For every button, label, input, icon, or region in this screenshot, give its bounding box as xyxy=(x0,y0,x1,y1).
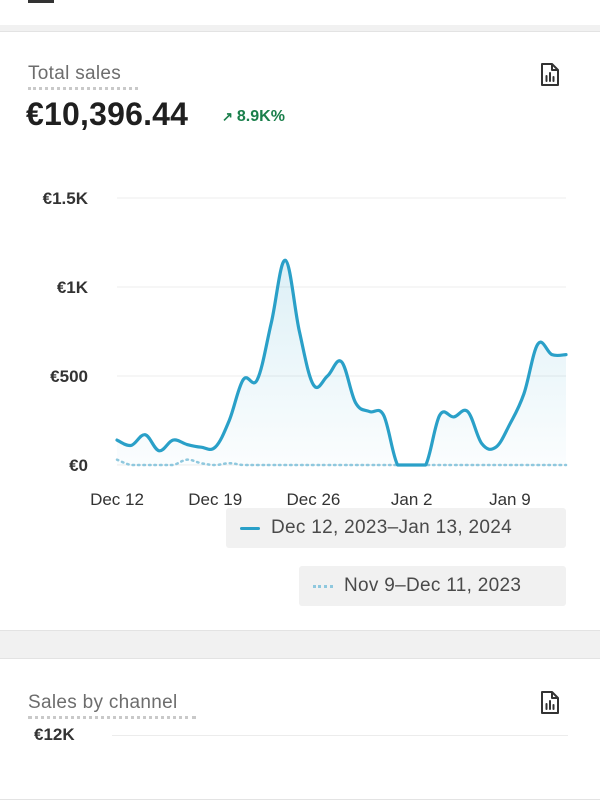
series-line-previous xyxy=(115,458,568,467)
legend-item-current[interactable]: Dec 12, 2023–Jan 13, 2024 xyxy=(226,508,566,548)
arrow-up-right-icon: ↗ xyxy=(222,109,233,124)
legend-dotted-swatch xyxy=(313,584,333,588)
total-sales-card: Total sales €10,396.44 ↗ 8.9K% €0 €500 €1K €… xyxy=(0,31,600,631)
title-underline xyxy=(28,87,138,90)
x-tick-label: Jan 2 xyxy=(391,490,433,509)
change-badge: ↗ 8.9K% xyxy=(222,108,285,126)
x-tick-label: Dec 26 xyxy=(287,490,341,509)
series-line-current xyxy=(115,258,568,467)
sales-by-channel-card: Sales by channel €12K xyxy=(0,658,600,800)
top-bar-stub xyxy=(0,0,600,25)
gridline xyxy=(112,735,568,736)
report-icon[interactable] xyxy=(538,690,562,716)
y-tick-label: €12K xyxy=(34,725,75,744)
change-percent: 8.9K% xyxy=(236,108,285,125)
legend-label-previous: Nov 9–Dec 11, 2023 xyxy=(344,575,522,596)
card-title[interactable]: Total sales xyxy=(28,63,122,84)
sales-line-chart: €0 €500 €1K €1.5K Dec 12 Dec 19 Dec 26 Jan 2 Jan… xyxy=(43,189,568,509)
y-tick-label: €500 xyxy=(50,367,88,386)
report-icon[interactable] xyxy=(538,62,562,88)
legend-item-previous[interactable]: Nov 9–Dec 11, 2023 xyxy=(299,566,566,606)
x-tick-label: Dec 12 xyxy=(90,490,144,509)
legend-solid-swatch xyxy=(240,526,260,530)
title-underline-channel xyxy=(28,716,196,719)
x-tick-label: Dec 19 xyxy=(188,490,242,509)
card-title-channel[interactable]: Sales by channel xyxy=(28,692,178,713)
y-tick-label: €1K xyxy=(57,278,89,297)
total-sales-value: €10,396.44 xyxy=(26,96,189,132)
legend-label-current: Dec 12, 2023–Jan 13, 2024 xyxy=(271,517,512,538)
y-tick-label: €0 xyxy=(69,456,88,475)
y-tick-label: €1.5K xyxy=(43,189,89,208)
x-tick-label: Jan 9 xyxy=(489,490,531,509)
menu-icon[interactable] xyxy=(28,0,54,3)
